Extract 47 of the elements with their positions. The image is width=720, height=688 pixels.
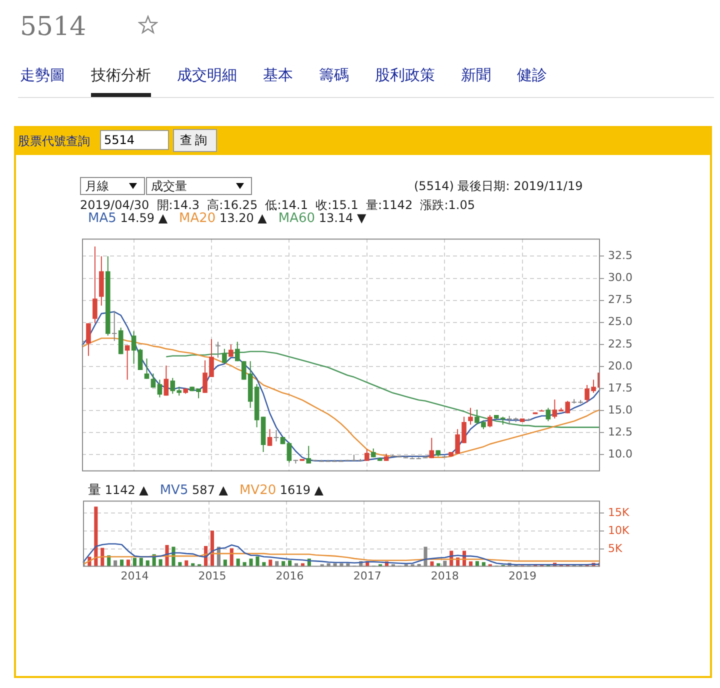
x-tick-label: 2015 — [198, 569, 226, 582]
text: 股利政策 — [375, 66, 435, 86]
y-tick-label: 10.0 — [608, 448, 632, 461]
text: 健診 — [517, 66, 547, 86]
text: 股票代號查詢 — [18, 133, 90, 150]
text: 基本 — [263, 66, 293, 86]
text: 籌碼 — [319, 66, 349, 86]
text: (5514) 最後日期: 2019/11/19 — [414, 179, 583, 193]
text: 新聞 — [461, 66, 491, 86]
x-tick-label: 2019 — [508, 569, 536, 582]
y-tick-label: 22.5 — [608, 337, 632, 350]
text: MA20 — [179, 211, 216, 226]
text: 2019/04/30 開:14.3 高:16.25 低:14.1 收:15.1 量:1142 漲跌:1.05 — [80, 197, 475, 212]
y-tick-label: 32.5 — [608, 249, 632, 262]
y-tick-label: 15.0 — [608, 403, 632, 416]
x-tick-label: 2014 — [120, 569, 149, 582]
text: 13.14 ▼ — [318, 211, 368, 225]
chart-title: 5514 — [100, 130, 169, 150]
y-tick-label: 10K — [608, 524, 630, 537]
text: MA5 — [88, 211, 116, 226]
y-tick-label: 30.0 — [608, 271, 632, 284]
text: 5514 — [20, 12, 86, 42]
y-tick-label: 25.0 — [608, 315, 632, 328]
series-label: 量 — [88, 483, 101, 498]
x-tick-label: 2016 — [276, 569, 304, 582]
text: 1142 ▲ — [104, 483, 150, 497]
y-tick-label: 20.0 — [608, 359, 632, 372]
x-tick-label: 2018 — [430, 569, 459, 582]
text: 成交量 — [146, 177, 252, 195]
text: MV20 — [239, 483, 276, 498]
text: 13.20 ▲ — [218, 211, 268, 225]
y-tick-label: 12.5 — [608, 425, 632, 438]
text: 14.59 ▲ — [119, 211, 169, 225]
x-tick-label: 2017 — [353, 569, 382, 582]
text: 查詢 — [173, 129, 217, 152]
text: MA60 — [278, 211, 316, 226]
y-tick-label: 5K — [608, 542, 623, 555]
text: 1619 ▲ — [278, 483, 325, 497]
text: 成交明細 — [177, 66, 237, 86]
y-tick-label: 27.5 — [608, 293, 632, 306]
text: 技術分析 — [91, 66, 151, 97]
text: MV5 — [160, 483, 188, 498]
y-tick-label: 17.5 — [608, 381, 632, 394]
text: 月線 — [80, 177, 145, 195]
y-tick-label: 15K — [608, 506, 630, 519]
text: 走勢圖 — [20, 66, 65, 86]
text: 587 ▲ — [191, 483, 229, 497]
